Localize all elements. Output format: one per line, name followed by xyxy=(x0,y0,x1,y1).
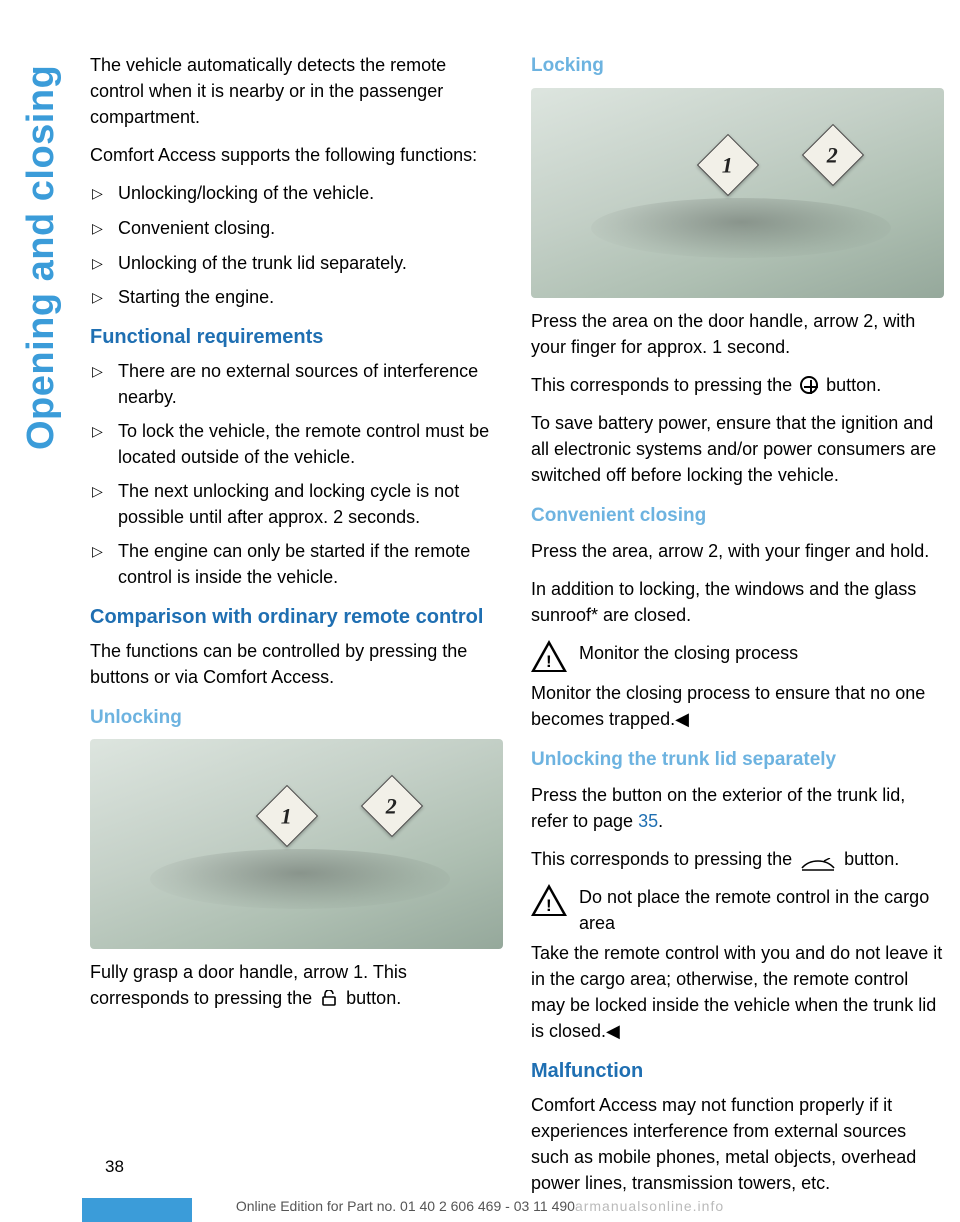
footer-edition: Online Edition for Part no. 01 40 2 606 … xyxy=(236,1198,575,1214)
warning-icon: ! xyxy=(531,640,571,676)
door-handle-shape xyxy=(591,198,891,258)
paragraph: This corresponds to pressing the button. xyxy=(531,846,944,872)
bullet-text: The next unlocking and locking cycle is … xyxy=(118,478,503,530)
text: Press the button on the exterior of the … xyxy=(531,785,905,831)
paragraph: Press the area on the door handle, arrow… xyxy=(531,308,944,360)
heading-unlocking: Unlocking xyxy=(90,704,503,732)
text: button. xyxy=(346,988,401,1008)
bullet-icon: ▷ xyxy=(90,250,118,277)
footer-text: Online Edition for Part no. 01 40 2 606 … xyxy=(0,1196,960,1216)
bullet-list: ▷There are no external sources of interf… xyxy=(90,358,503,591)
bullet-icon: ▷ xyxy=(90,538,118,590)
door-handle-shape xyxy=(150,849,450,909)
warning-title: Do not place the remote control in the c… xyxy=(579,884,944,936)
paragraph: To save battery power, ensure that the i… xyxy=(531,410,944,488)
figure-door-handle-unlock: 1 2 xyxy=(90,739,503,949)
bullet-text: Unlocking/locking of the vehicle. xyxy=(118,180,503,207)
list-item: ▷Starting the engine. xyxy=(90,284,503,311)
paragraph: This corresponds to pressing the button. xyxy=(531,372,944,398)
warning-box: ! Monitor the closing process xyxy=(531,640,944,676)
callout-2: 2 xyxy=(361,775,423,837)
heading-convenient-closing: Convenient closing xyxy=(531,502,944,530)
bullet-list: ▷Unlocking/locking of the vehicle. ▷Conv… xyxy=(90,180,503,310)
warning-icon: ! xyxy=(531,884,571,920)
paragraph: The vehicle automatically detects the re… xyxy=(90,52,503,130)
paragraph: In addition to locking, the windows and … xyxy=(531,576,944,628)
heading-unlocking-trunk: Unlocking the trunk lid separately xyxy=(531,746,944,774)
list-item: ▷The engine can only be started if the r… xyxy=(90,538,503,590)
unlock-icon xyxy=(320,987,338,1003)
heading-functional-requirements: Functional requirements xyxy=(90,323,503,352)
warning-text: Take the remote control with you and do … xyxy=(531,940,944,1044)
page-ref-link[interactable]: 35 xyxy=(638,811,658,831)
warning-box: ! Do not place the remote control in the… xyxy=(531,884,944,936)
figure-door-handle-lock: 1 2 xyxy=(531,88,944,298)
right-column: Locking 1 2 Press the area on the door h… xyxy=(531,52,944,1208)
list-item: ▷Unlocking of the trunk lid separately. xyxy=(90,250,503,277)
page-content: The vehicle automatically detects the re… xyxy=(90,52,945,1208)
heading-malfunction: Malfunction xyxy=(531,1057,944,1086)
section-title-vertical: Opening and closing xyxy=(14,50,64,450)
left-column: The vehicle automatically detects the re… xyxy=(90,52,503,1208)
callout-1: 1 xyxy=(697,133,759,195)
bullet-icon: ▷ xyxy=(90,180,118,207)
list-item: ▷To lock the vehicle, the remote control… xyxy=(90,418,503,470)
paragraph: Comfort Access may not function properly… xyxy=(531,1092,944,1196)
text: button. xyxy=(826,375,881,395)
text: This corresponds to pressing the xyxy=(531,375,797,395)
text: This corresponds to pressing the xyxy=(531,849,797,869)
paragraph: Press the area, arrow 2, with your finge… xyxy=(531,538,944,564)
warning-title: Monitor the closing process xyxy=(579,640,944,666)
bullet-text: Convenient closing. xyxy=(118,215,503,242)
bullet-text: Starting the engine. xyxy=(118,284,503,311)
paragraph: Comfort Access supports the following fu… xyxy=(90,142,503,168)
bullet-icon: ▷ xyxy=(90,215,118,242)
list-item: ▷The next unlocking and locking cycle is… xyxy=(90,478,503,530)
callout-2: 2 xyxy=(802,123,864,185)
page-number: 38 xyxy=(105,1155,124,1180)
trunk-button-icon xyxy=(800,853,836,867)
heading-locking: Locking xyxy=(531,52,944,80)
bullet-icon: ▷ xyxy=(90,478,118,530)
watermark: armanualsonline.info xyxy=(575,1198,724,1214)
lock-button-icon xyxy=(800,376,818,394)
callout-1: 1 xyxy=(256,785,318,847)
warning-text: Monitor the closing process to ensure th… xyxy=(531,680,944,732)
text: button. xyxy=(844,849,899,869)
bullet-icon: ▷ xyxy=(90,358,118,410)
paragraph: Press the button on the exterior of the … xyxy=(531,782,944,834)
heading-comparison: Comparison with ordinary remote control xyxy=(90,603,503,632)
list-item: ▷Convenient closing. xyxy=(90,215,503,242)
bullet-icon: ▷ xyxy=(90,418,118,470)
list-item: ▷Unlocking/locking of the vehicle. xyxy=(90,180,503,207)
bullet-text: To lock the vehicle, the remote control … xyxy=(118,418,503,470)
bullet-text: Unlocking of the trunk lid separately. xyxy=(118,250,503,277)
paragraph: Fully grasp a door handle, arrow 1. This… xyxy=(90,959,503,1011)
bullet-icon: ▷ xyxy=(90,284,118,311)
list-item: ▷There are no external sources of interf… xyxy=(90,358,503,410)
bullet-text: The engine can only be started if the re… xyxy=(118,538,503,590)
text: . xyxy=(658,811,663,831)
paragraph: The functions can be controlled by press… xyxy=(90,638,503,690)
bullet-text: There are no external sources of interfe… xyxy=(118,358,503,410)
